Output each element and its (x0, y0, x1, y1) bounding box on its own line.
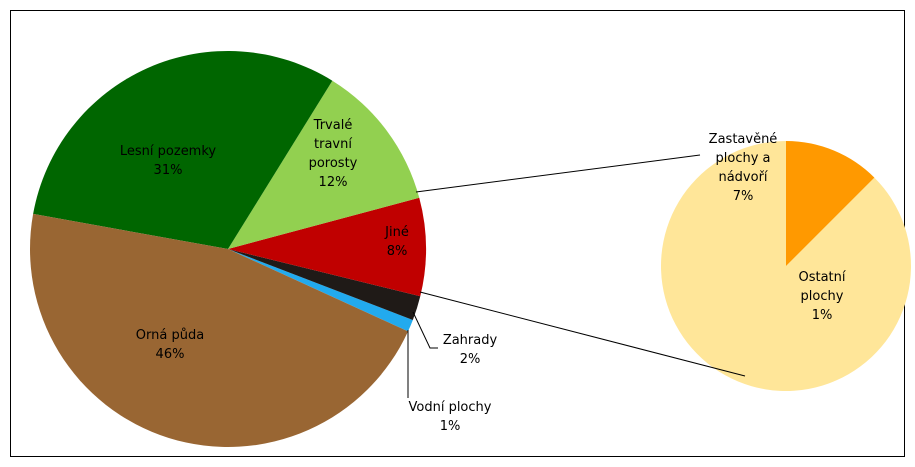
connector (419, 291, 746, 377)
label-line: 7% (732, 189, 754, 204)
label-line: Zahrady (442, 333, 498, 348)
leader-line (412, 311, 438, 349)
pie-slice (228, 80, 420, 249)
label-line: 1% (439, 419, 461, 434)
pie-slice (33, 50, 333, 249)
label-line: 1% (811, 308, 833, 323)
label-line: Trvalé travní porosty (308, 118, 358, 171)
connector (415, 154, 701, 193)
pie-slice (786, 141, 875, 266)
label-line: 8% (386, 244, 408, 259)
label-line: 2% (459, 352, 481, 367)
pie-slice (228, 249, 421, 320)
pie-slice (30, 213, 409, 447)
pie-slice (228, 249, 413, 332)
label-line: Vodní plochy (408, 400, 492, 415)
data-label: Trvalé travní porosty 12% (298, 116, 368, 192)
data-label: Lesní pozemky 31% (103, 142, 233, 180)
data-label: Zahrady 2% (430, 331, 510, 369)
label-line: 12% (318, 175, 348, 190)
data-label: Ostatní plochy 1% (782, 268, 862, 325)
data-label: Orná půda 46% (110, 326, 230, 364)
label-line: Ostatní plochy (798, 270, 846, 304)
pie-slice (228, 197, 426, 297)
label-line: 31% (153, 163, 183, 178)
data-label: Jiné 8% (367, 223, 427, 261)
label-line: 46% (155, 347, 185, 362)
data-label: Vodní plochy 1% (390, 398, 510, 436)
data-label: Zastavěné plochy a nádvoří 7% (693, 130, 793, 206)
label-line: Orná půda (135, 328, 205, 343)
label-line: Lesní pozemky (119, 144, 217, 159)
label-line: Zastavěné plochy a nádvoří (708, 132, 778, 185)
pie-slice (661, 141, 912, 391)
label-line: Jiné (385, 225, 409, 240)
